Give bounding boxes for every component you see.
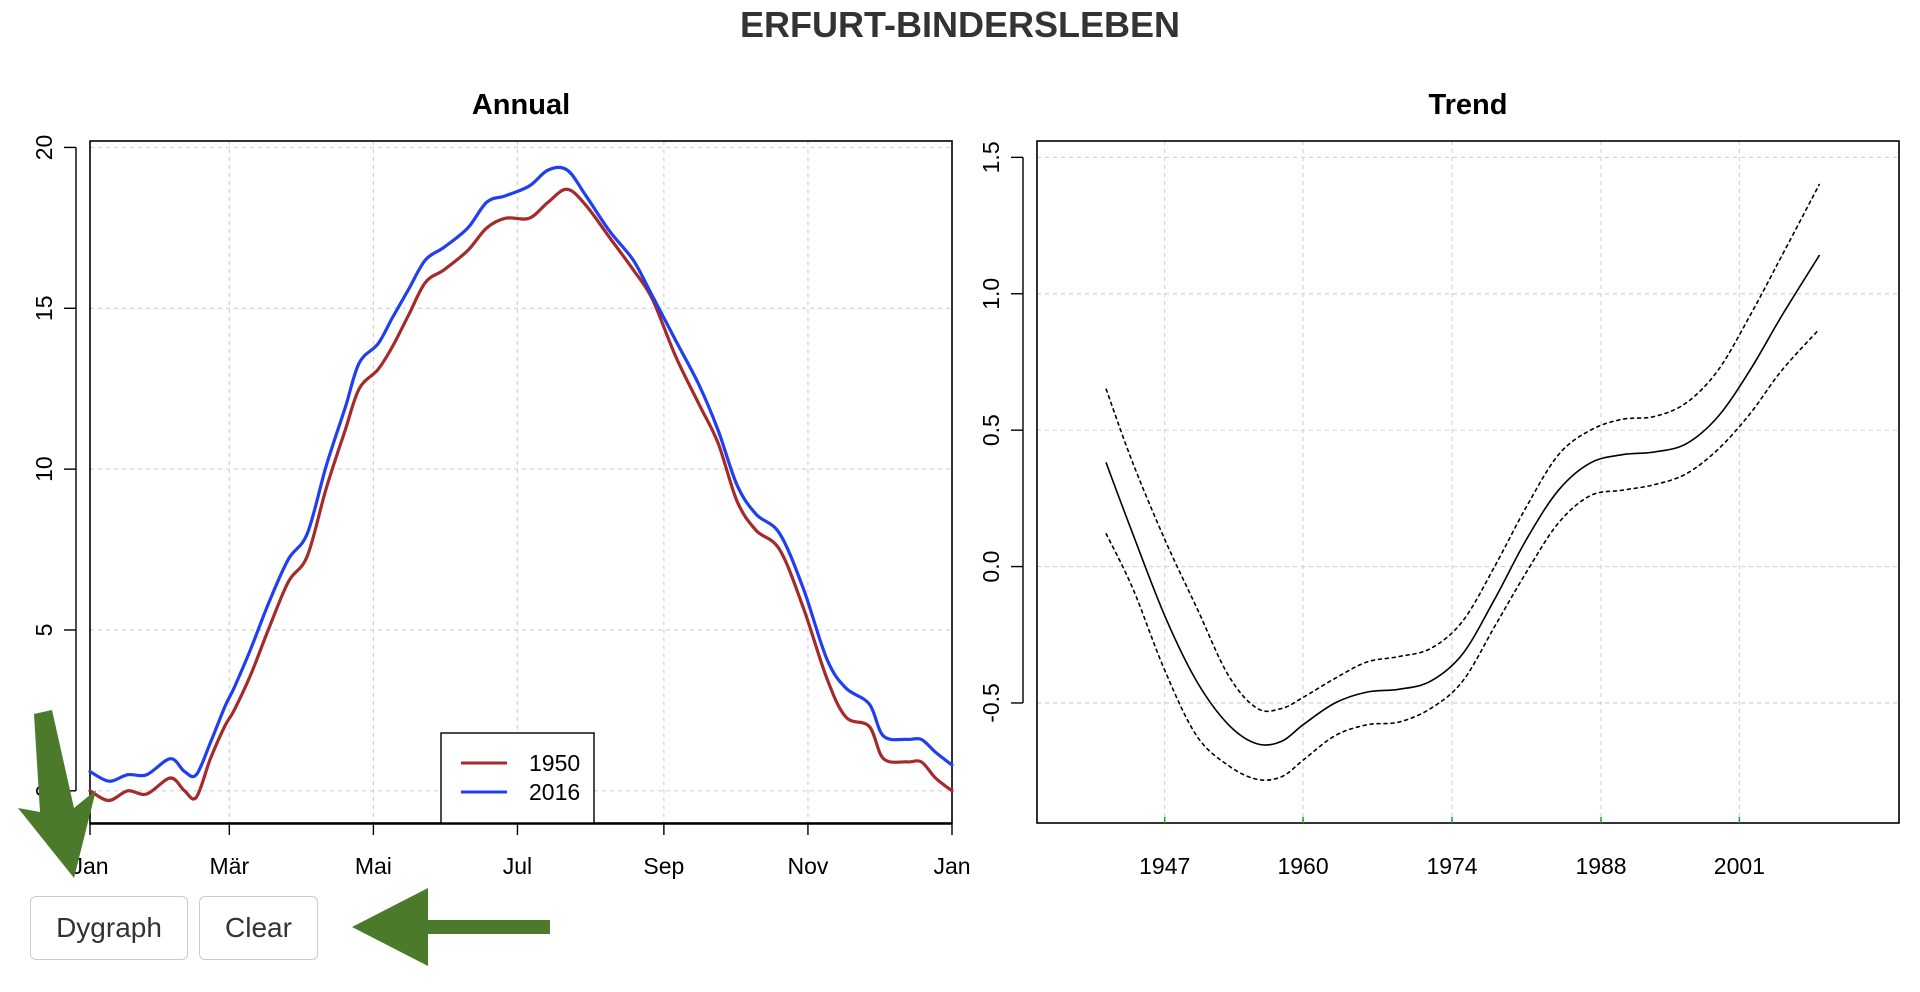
x-tick-label: Sep xyxy=(643,853,684,879)
x-tick-label: Nov xyxy=(787,853,828,879)
x-tick-label: 1974 xyxy=(1426,853,1477,879)
legend-label: 1950 xyxy=(529,750,580,776)
x-tick-label: 1960 xyxy=(1277,853,1328,879)
y-tick-label: 5 xyxy=(31,624,57,637)
legend: 1950 2016 xyxy=(440,732,595,824)
dygraph-button[interactable]: Dygraph xyxy=(30,896,188,960)
legend-label: 2016 xyxy=(529,779,580,805)
y-tick-label: -0.5 xyxy=(978,683,1004,723)
x-tick-label: Jan xyxy=(71,853,108,879)
y-tick-label: 10 xyxy=(31,456,57,482)
x-tick-label: 1947 xyxy=(1139,853,1190,879)
chart-title: Annual xyxy=(472,89,570,121)
series-line-2016 xyxy=(88,165,954,783)
trend-upper-band xyxy=(1105,183,1820,713)
y-tick-label: 0.0 xyxy=(978,551,1004,583)
x-tick-label: Jan xyxy=(933,853,970,879)
x-tick-label: 1988 xyxy=(1575,853,1626,879)
trend-line xyxy=(1105,254,1820,746)
plot-frame xyxy=(1036,140,1900,824)
trend-lower-band xyxy=(1105,328,1820,781)
chart-title: Trend xyxy=(1429,89,1508,121)
annual-chart: Annual 0 5 10 15 20 Jan Mär Mai Jul Sep Nov Jan 1950 2… xyxy=(31,89,971,879)
trend-chart: Trend -0.5 0.0 0.5 1.0 1.5 1947 1960 1974 1988 200… xyxy=(978,89,1900,879)
y-tick-label: 1.5 xyxy=(978,141,1004,173)
y-tick-label: 0.5 xyxy=(978,414,1004,446)
clear-button[interactable]: Clear xyxy=(199,896,318,960)
legend-box xyxy=(440,732,595,824)
x-tick-label: Mär xyxy=(210,853,250,879)
x-tick-label: 2001 xyxy=(1714,853,1765,879)
x-tick-label: Mai xyxy=(355,853,392,879)
y-tick-label: 0 xyxy=(31,784,57,797)
x-tick-label: Jul xyxy=(503,853,532,879)
y-tick-label: 1.0 xyxy=(978,278,1004,310)
y-tick-label: 15 xyxy=(31,295,57,321)
series-line-1950 xyxy=(88,187,954,803)
y-tick-label: 20 xyxy=(31,135,57,161)
page-title: ERFURT-BINDERSLEBEN xyxy=(739,4,1180,45)
